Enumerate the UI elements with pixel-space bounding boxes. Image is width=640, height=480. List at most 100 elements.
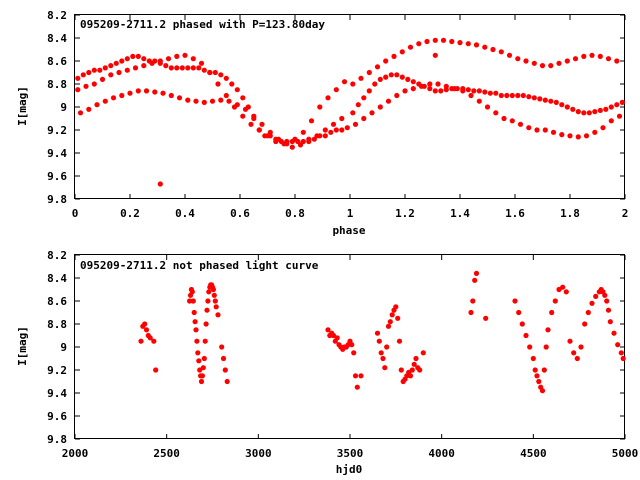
data-point [470,298,476,304]
data-point [559,102,565,108]
data-point [531,95,537,101]
data-point [124,67,130,73]
data-point [240,113,246,119]
data-point [537,96,543,102]
data-point [207,69,213,76]
data-point [374,64,381,70]
y-tick-label: 8.8 [47,78,67,91]
data-point [325,95,331,101]
data-point [564,104,570,110]
unphased-y-axis-label: I[mag] [16,326,29,366]
data-point [574,355,580,362]
data-point [333,87,339,93]
data-point [182,52,188,58]
data-point [193,98,199,104]
data-point [204,307,210,313]
data-point [432,37,438,43]
y-tick-label: 8.2 [47,249,67,262]
data-point [334,335,340,341]
data-point [113,60,119,66]
data-point [212,69,218,76]
data-point [581,110,587,116]
y-tick-label: 9.2 [47,124,67,137]
unphased-data-points [138,270,626,394]
data-point [560,284,566,290]
data-point [410,86,416,92]
data-point [361,115,367,122]
data-point [451,86,458,92]
data-point [570,106,576,112]
data-point [267,129,273,135]
data-point [383,58,389,64]
data-point [424,38,430,45]
data-point [349,342,355,348]
x-tick-label: 0.2 [120,207,140,220]
y-tick-label: 9.4 [47,387,67,400]
y-tick-label: 8.6 [47,55,67,68]
data-point [190,65,196,71]
data-point [498,49,504,55]
y-tick-label: 8.6 [47,295,67,308]
data-point [432,88,438,94]
data-point [527,344,533,350]
x-tick-label: 0.4 [175,207,195,220]
data-point [549,309,555,316]
y-tick-label: 9 [60,341,67,354]
data-point [229,81,235,87]
data-point [201,99,207,105]
data-point [317,104,323,110]
data-point [211,292,217,298]
data-point [589,52,595,58]
x-tick-label: 3000 [245,447,272,460]
phased-plot-title: 095209-2711.2 phased with P=123.80day [80,18,325,31]
phased-plot-frame [74,14,625,199]
data-point [385,323,392,329]
data-point [608,104,614,110]
data-point [264,133,271,139]
data-point [147,335,153,341]
data-point [369,110,375,116]
phased-x-ticks: 0 0.2 0.4 0.6 0.8 1 1.2 1.4 1.6 1.8 2 [72,15,628,220]
data-point [344,125,350,131]
data-point [548,63,554,69]
data-point [567,133,573,139]
data-point [526,125,532,131]
data-point [376,338,382,344]
data-point [457,40,463,46]
data-point [341,79,348,85]
data-point [77,110,84,116]
data-point [460,88,466,94]
data-point [143,327,150,333]
data-point [350,81,356,87]
data-point [352,373,359,379]
data-point [196,358,202,364]
data-point [449,38,455,45]
data-point [564,58,570,64]
data-point [465,87,471,93]
data-point [168,65,174,71]
data-point [86,69,92,76]
data-point [389,312,395,318]
data-point [526,94,532,100]
data-point [176,95,183,101]
data-point [501,115,507,122]
data-point [543,344,549,350]
data-point [174,53,180,60]
data-point [597,107,603,113]
data-point [220,355,227,362]
data-point [124,56,130,62]
data-point [615,342,621,348]
data-point [297,142,304,148]
data-point [91,81,97,87]
data-point [75,75,81,81]
data-point [234,102,240,108]
data-point [541,367,547,373]
data-point [226,98,232,104]
data-point [201,355,207,362]
data-point [198,60,205,66]
data-point [605,307,612,313]
data-point [523,58,529,64]
data-point [168,92,174,99]
data-point [592,129,598,135]
data-point [597,53,603,60]
